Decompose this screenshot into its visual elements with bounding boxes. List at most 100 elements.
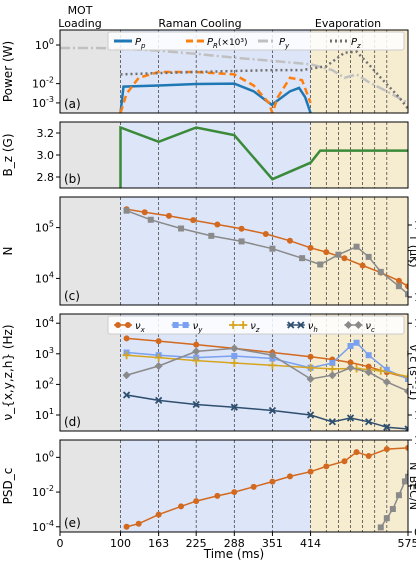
data-point-PSDc [178, 503, 185, 510]
data-point-νy [383, 366, 390, 373]
panel-d: 104 103 102 101 104 103 102 101 (d) ν_{x,y,z,h} (… [1, 313, 416, 432]
ytick-label: 105 [35, 220, 54, 235]
data-point-NBEC/N [389, 506, 396, 512]
data-point-νy [329, 360, 336, 367]
data-point-νz [230, 359, 239, 368]
data-point-N [238, 225, 245, 232]
ytick-label: 104 [35, 315, 54, 330]
ylabel: ν_{x,y,z,h} (Hz) [1, 324, 15, 420]
series-line-PR(x10^3) [119, 70, 312, 113]
data-point-NBEC/N [405, 473, 408, 480]
data-point-νh [155, 396, 163, 405]
data-point-T [317, 261, 324, 268]
data-point-νc [268, 351, 277, 360]
data-point-νh [122, 391, 131, 399]
ytick-label: 10-2 [32, 76, 54, 91]
ytick-label: 3.0 [37, 149, 55, 162]
data-point-PSDc [341, 458, 348, 465]
data-point-T [299, 255, 306, 262]
legend-label: νc [365, 321, 375, 334]
data-point-PSDc [353, 449, 360, 456]
legend-label: Pp [135, 37, 146, 50]
data-point-T [123, 207, 130, 214]
data-point-νh [306, 411, 315, 419]
data-point-νh [328, 418, 336, 426]
xtick-label: 225 [186, 537, 207, 550]
data-point-N [262, 230, 269, 237]
xtick-label: 351 [262, 537, 283, 550]
data-point-νh [346, 414, 355, 422]
panel-label: (a) [64, 97, 81, 111]
data-point-N [141, 209, 148, 216]
phase-bg-mot [60, 197, 121, 305]
data-point-PSDc [155, 511, 162, 518]
series-line-Pz [120, 50, 408, 110]
ytick-label: 101 [35, 407, 54, 422]
ytick-label: 100 [35, 449, 54, 464]
legend-marker [182, 322, 189, 328]
data-point-NBEC/N [383, 515, 390, 522]
data-point-NBEC/N [377, 524, 384, 531]
ytick-label: 10-2 [32, 484, 54, 499]
data-point-T [208, 232, 215, 239]
data-point-T [377, 268, 384, 275]
legend-marker [287, 321, 295, 329]
panel-a: 100 10-2 10-3 (a) Power (W) Pp PR(×10³) Py Pz [1, 29, 409, 114]
phase-label-raman: Raman Cooling [158, 17, 241, 30]
phase-bg-evap [310, 122, 408, 188]
data-point-νh [365, 418, 373, 426]
data-point-T [405, 291, 408, 298]
xlabel: Time (ms) [203, 547, 265, 561]
data-point-T [147, 216, 154, 223]
data-point-T [395, 283, 402, 290]
panel-c: 105 104 101 100 10-1 (c) N T (μK) [1, 196, 416, 306]
data-point-PSDc [214, 492, 221, 499]
panel-frame [59, 196, 409, 306]
ytick-label: 104 [35, 270, 54, 285]
data-point-N [214, 221, 221, 228]
ylabel: B_z (G) [1, 133, 15, 176]
series-group [119, 125, 408, 188]
data-point-PSDc [323, 463, 330, 470]
y2label: N_BEC/N [407, 462, 416, 510]
phase-headers: MOT Loading Raman Cooling Evaporation [58, 4, 381, 30]
legend-marker [172, 322, 179, 328]
ytick-label: 10-4 [32, 519, 54, 534]
xtick-label: 163 [148, 537, 169, 550]
data-point-νz [154, 353, 163, 362]
data-point-νy [353, 339, 360, 346]
legend-marker [354, 321, 363, 329]
data-point-PSDc [286, 473, 293, 480]
legend-marker [297, 321, 305, 329]
data-point-νh [230, 403, 238, 411]
data-point-PSDc [193, 498, 200, 505]
data-point-νz [192, 356, 201, 365]
data-point-PSDc [383, 446, 390, 453]
x-axis: 0 100 163 225 288 351 414 575 Time (ms) [57, 532, 416, 561]
legend-label: νy [193, 321, 204, 334]
data-point-νc [192, 347, 201, 356]
legend-label: PR(×10³) [207, 37, 248, 50]
data-point-νz [122, 351, 131, 360]
xtick-label: 100 [110, 537, 131, 550]
data-point-PSDc [405, 444, 408, 451]
legend-marker [229, 321, 238, 329]
y2tick-label: 10-1 [414, 289, 416, 304]
data-point-N [286, 237, 293, 244]
panel-label: (d) [64, 415, 81, 429]
data-point-PSDc [231, 489, 238, 496]
data-point-νx [155, 338, 162, 345]
ytick-label: 102 [35, 376, 54, 391]
data-point-PSDc [135, 520, 142, 527]
xtick-label: 414 [300, 537, 321, 550]
legend: Pp PR(×10³) Py Pz [107, 31, 405, 51]
phase-bg-evap [310, 440, 408, 532]
data-point-νx [123, 335, 130, 342]
data-point-PSDc [269, 478, 276, 485]
data-point-T [335, 251, 342, 258]
xtick-label: 0 [57, 537, 64, 550]
legend-label: νx [135, 321, 146, 334]
ytick-label: 10-3 [32, 95, 54, 110]
phase-label-mot-1: MOT [68, 4, 93, 17]
series-group [122, 335, 408, 431]
